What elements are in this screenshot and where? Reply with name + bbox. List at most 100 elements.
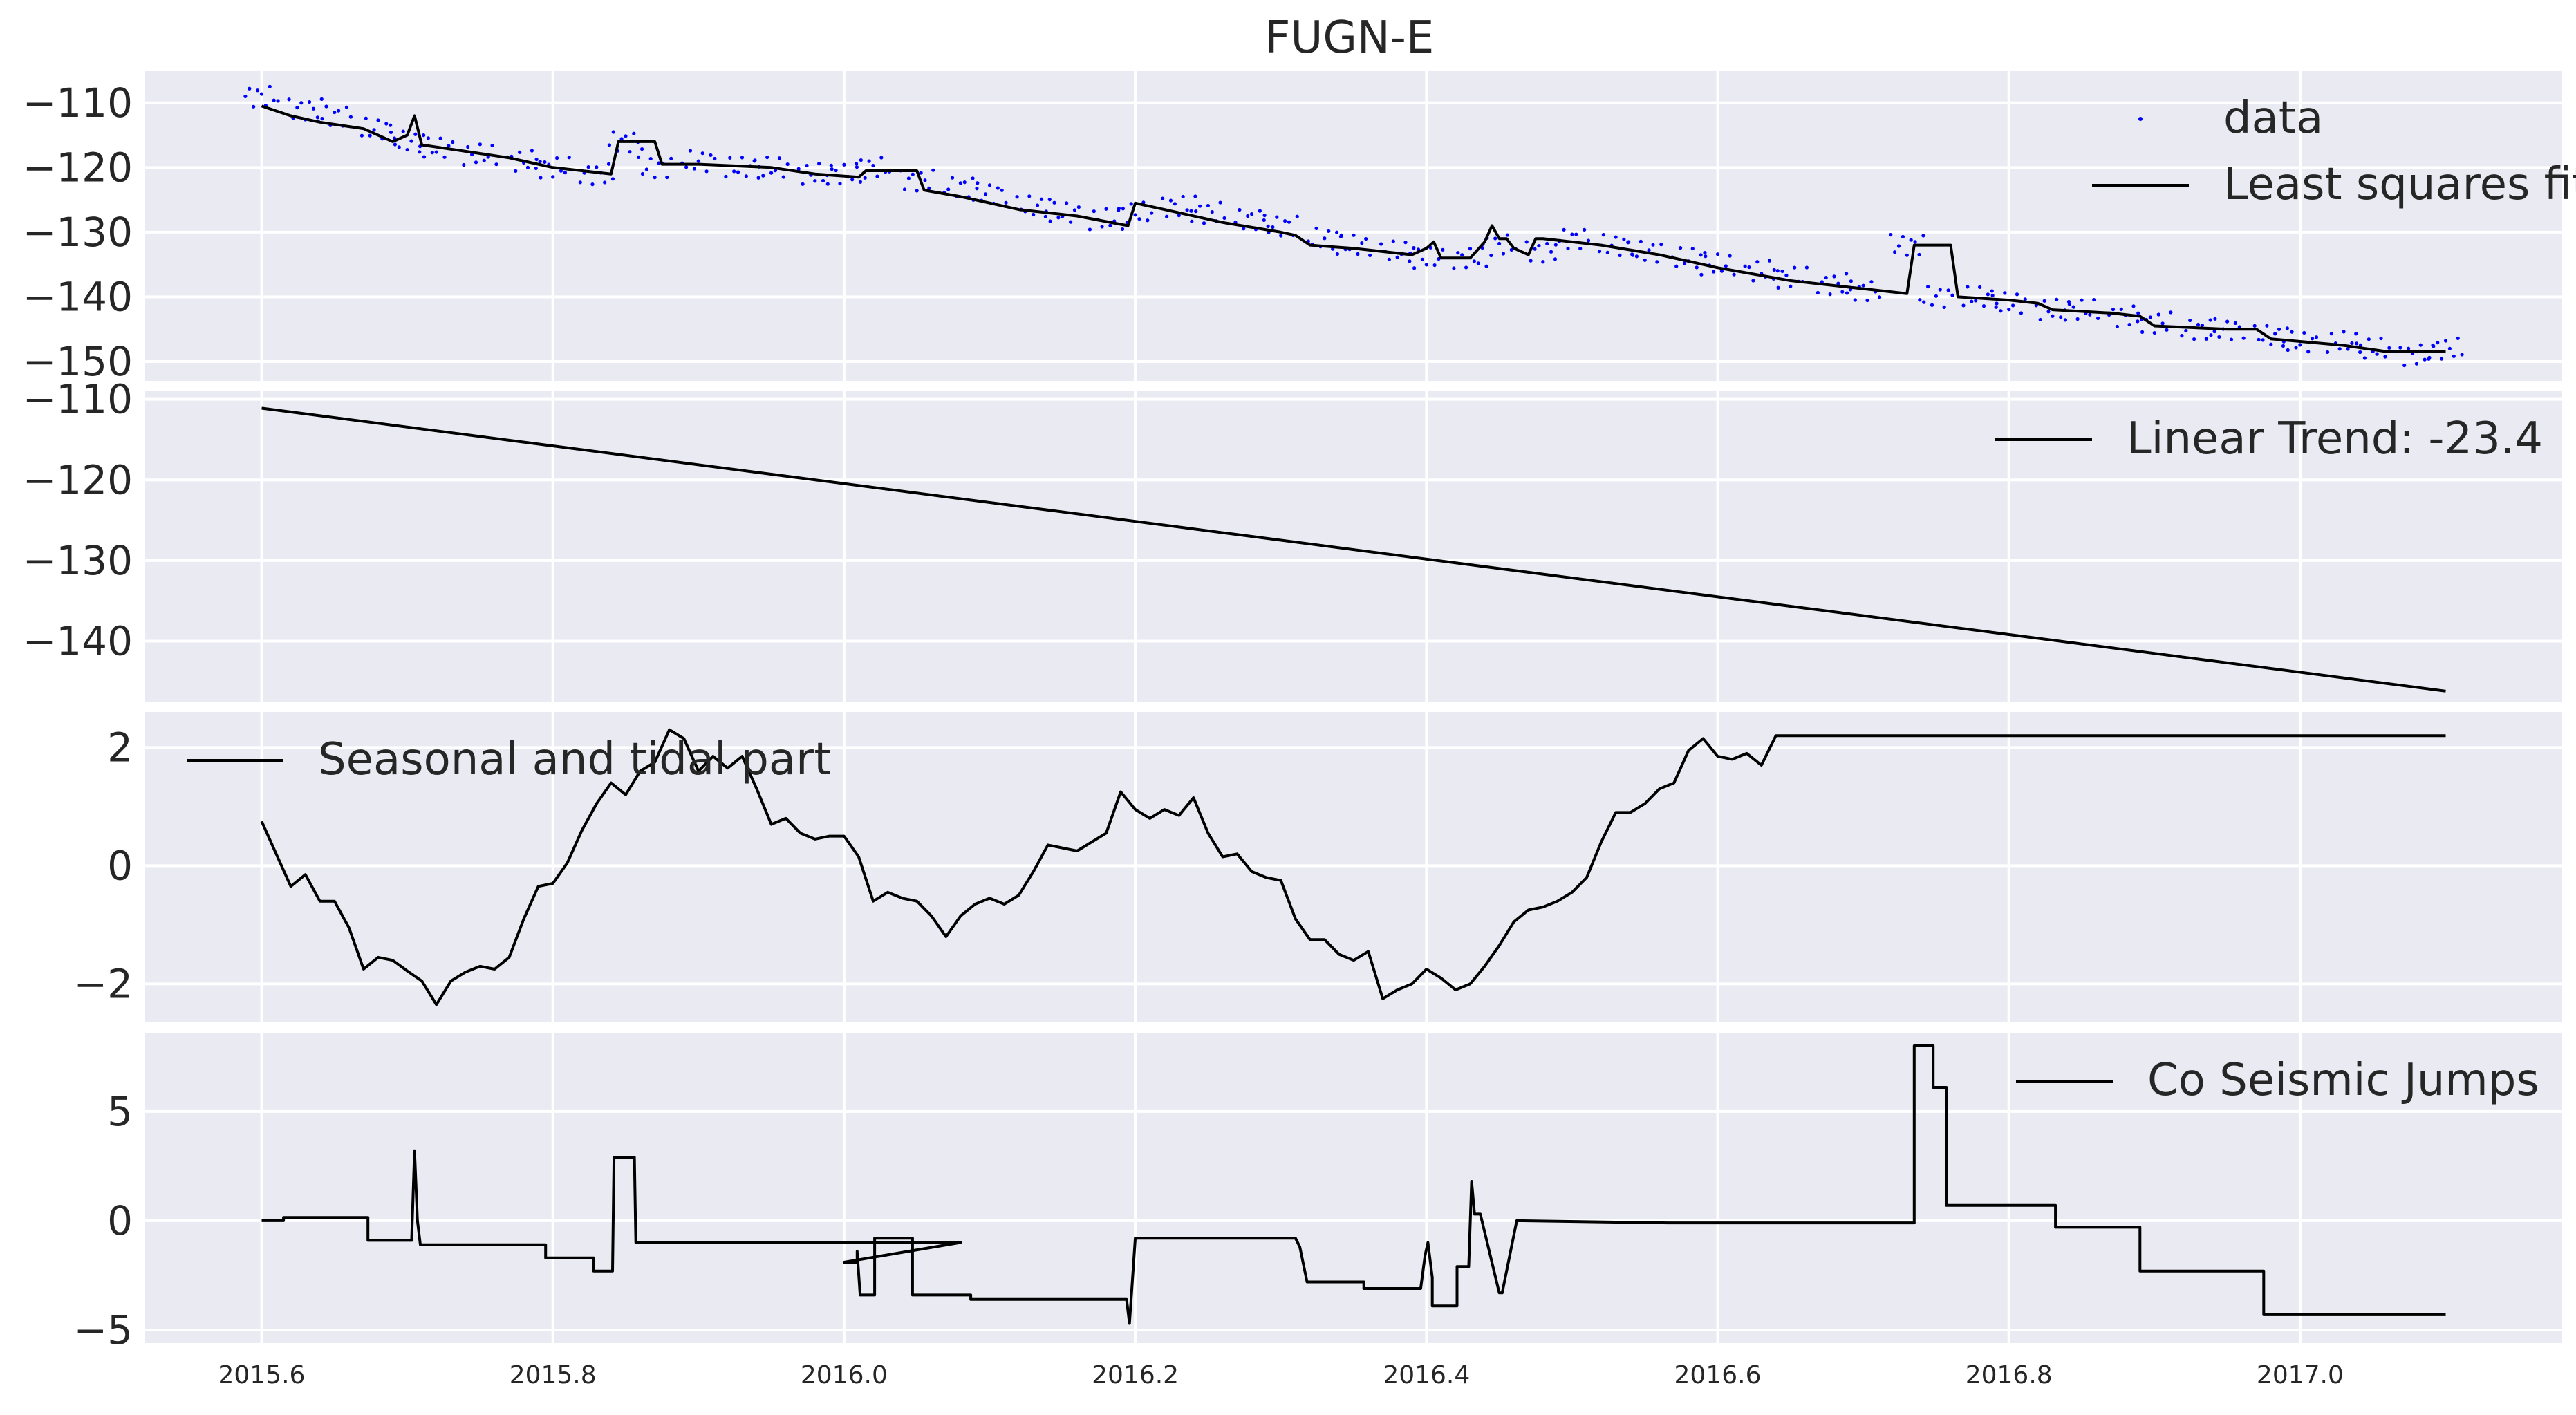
data-point	[1015, 195, 1019, 199]
data-point	[1719, 269, 1724, 273]
data-point	[619, 137, 624, 141]
data-point	[252, 104, 256, 109]
data-point	[364, 116, 368, 120]
data-point	[796, 167, 801, 171]
data-point	[855, 165, 859, 169]
data-point	[243, 94, 248, 99]
data-point	[1108, 223, 1112, 227]
data-point	[1146, 218, 1150, 223]
data-point	[859, 158, 863, 162]
data-point	[1262, 218, 1266, 223]
data-point	[931, 168, 935, 172]
data-point	[2213, 317, 2217, 321]
data-point	[1990, 293, 1995, 298]
data-point	[1861, 283, 1865, 288]
data-point	[1659, 243, 1663, 247]
data-point	[1901, 234, 1905, 239]
data-point	[2269, 342, 2273, 346]
data-point	[648, 156, 653, 161]
data-point	[1505, 233, 1509, 237]
data-point	[518, 150, 522, 154]
data-point	[1909, 238, 1913, 242]
data-point	[2233, 321, 2238, 325]
data-point	[2196, 322, 2201, 327]
data-point	[1432, 263, 1437, 268]
data-point	[1712, 270, 1716, 274]
data-point	[761, 174, 765, 178]
data-point	[1570, 232, 1574, 236]
data-point	[606, 162, 611, 166]
data-point	[438, 136, 442, 140]
data-point	[756, 176, 760, 180]
data-point	[983, 192, 988, 196]
data-point	[2204, 337, 2208, 341]
data-point	[1869, 280, 1874, 284]
data-point	[430, 151, 434, 155]
data-point	[1775, 269, 1780, 273]
data-point	[1845, 272, 1849, 276]
data-point	[1121, 207, 1126, 211]
data-point	[2432, 344, 2436, 348]
data-point	[248, 86, 252, 91]
data-point	[1072, 208, 1077, 212]
data-point	[2007, 307, 2011, 312]
data-point	[958, 181, 962, 185]
data-point	[2217, 335, 2221, 339]
data-point	[1537, 243, 1541, 248]
data-point	[1780, 269, 1784, 274]
data-point	[1614, 235, 1618, 239]
data-point	[1994, 305, 1998, 309]
data-point	[2023, 297, 2027, 301]
y-tick-label: −2	[74, 960, 133, 1007]
data-point	[1865, 298, 1869, 303]
data-point	[1816, 290, 1820, 295]
y-tick-label: 5	[107, 1088, 133, 1135]
x-tick-label: 2016.0	[801, 1361, 888, 1389]
data-point	[1476, 261, 1480, 265]
data-point	[1549, 250, 1553, 254]
data-point	[975, 187, 979, 191]
data-point	[397, 145, 401, 149]
data-point	[1104, 207, 1108, 211]
data-point	[2306, 350, 2311, 354]
data-point	[543, 160, 547, 165]
data-point	[2184, 328, 2188, 333]
data-point	[1892, 250, 1897, 254]
data-point	[494, 162, 498, 167]
data-point	[628, 150, 632, 154]
data-point	[2265, 324, 2269, 328]
data-point	[514, 169, 518, 173]
data-point	[1323, 236, 1327, 241]
data-point	[2286, 348, 2290, 353]
data-point	[829, 163, 833, 167]
data-point	[1529, 259, 1533, 263]
data-point	[1605, 250, 1609, 255]
data-point	[1420, 257, 1425, 261]
data-point	[906, 176, 911, 180]
panel-background	[145, 391, 2562, 702]
data-point	[1747, 265, 1751, 270]
data-point	[801, 182, 805, 186]
data-point	[688, 149, 693, 153]
data-point	[1545, 241, 1549, 246]
data-point	[1878, 295, 1882, 299]
data-point	[2273, 332, 2277, 336]
data-point	[2358, 350, 2362, 355]
data-point	[879, 156, 884, 160]
data-point	[1728, 254, 1732, 258]
data-point	[665, 175, 669, 180]
data-point	[393, 142, 397, 147]
data-point	[1000, 188, 1004, 192]
data-point	[2314, 335, 2319, 339]
data-point	[996, 186, 1000, 190]
data-point	[2350, 341, 2354, 346]
data-point	[268, 84, 272, 88]
data-point	[2152, 330, 2156, 335]
data-point	[2229, 337, 2234, 341]
data-point	[863, 176, 867, 180]
data-point	[320, 117, 324, 121]
data-point	[1218, 200, 1222, 205]
data-point	[2140, 330, 2145, 334]
data-point	[1189, 209, 1193, 213]
data-point	[875, 174, 879, 178]
